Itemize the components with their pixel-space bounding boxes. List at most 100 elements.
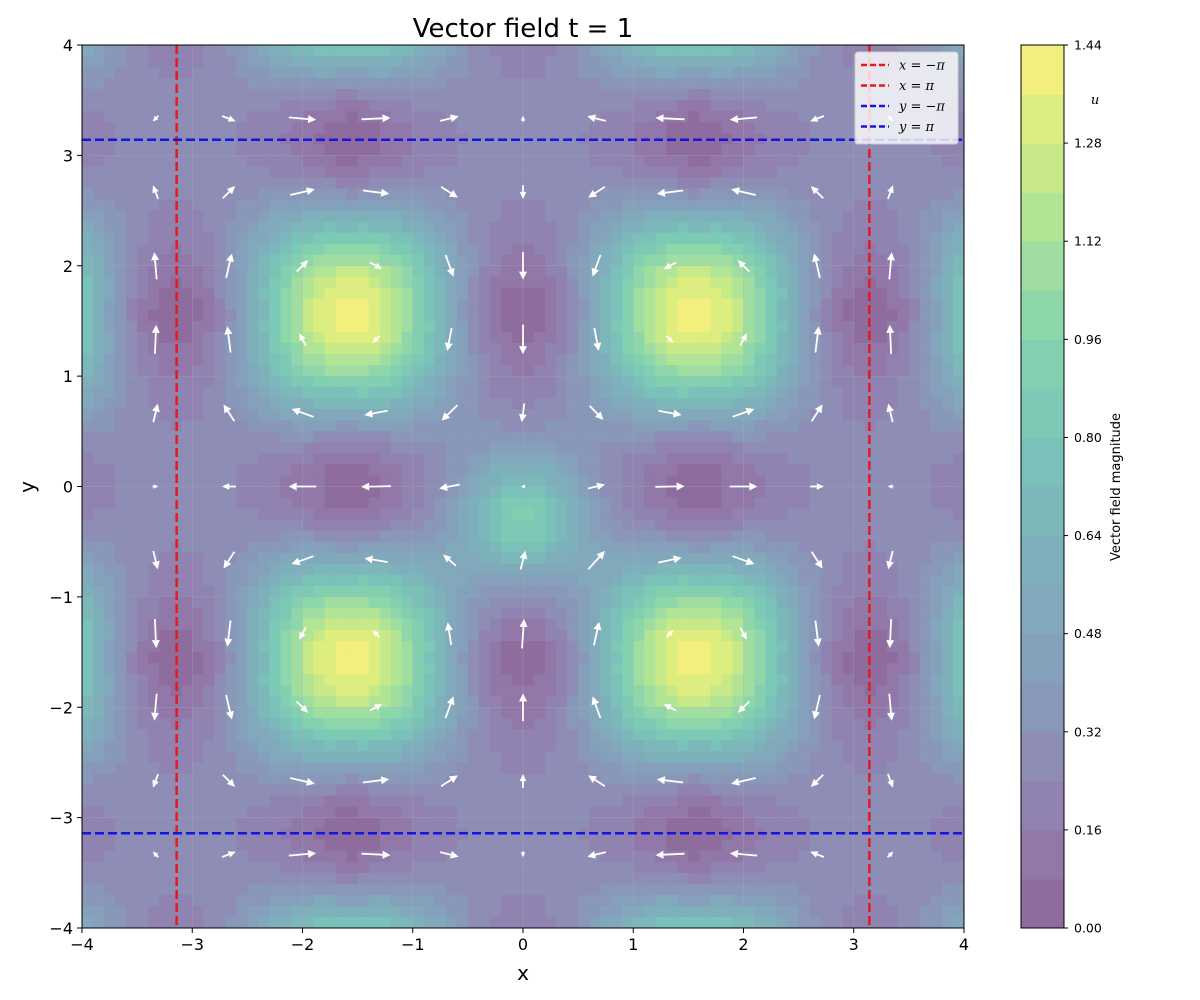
heat-cell [357, 751, 370, 764]
heat-cell [545, 221, 557, 234]
heat-cell [324, 199, 337, 212]
heat-cell [357, 729, 370, 741]
heat-cell [456, 806, 469, 819]
heat-cell [379, 674, 392, 686]
heat-cell [368, 850, 381, 863]
heat-cell [644, 155, 656, 168]
heat-cell [567, 376, 579, 388]
heat-cell [589, 817, 601, 830]
heat-cell [445, 607, 458, 620]
heat-cell [269, 861, 282, 874]
heat-cell [313, 729, 326, 741]
heat-cell [523, 398, 535, 410]
heat-cell [423, 916, 436, 928]
heat-cell [115, 729, 127, 741]
heat-cell [489, 883, 502, 896]
heat-cell [633, 155, 645, 168]
heat-cell [368, 45, 381, 57]
heat-cell [754, 45, 767, 57]
heat-cell [467, 56, 480, 68]
heat-cell [335, 508, 348, 521]
heat-cell [181, 729, 193, 741]
heat-cell [379, 795, 392, 808]
heat-cell [655, 563, 667, 576]
heat-cell [236, 387, 248, 399]
heat-cell [104, 265, 116, 278]
heat-cell [280, 762, 293, 775]
heat-cell [556, 773, 568, 786]
heat-cell [280, 718, 293, 730]
heat-cell [633, 133, 645, 145]
heat-cell [269, 817, 282, 830]
heat-cell [346, 883, 359, 896]
heat-cell [390, 365, 403, 377]
heat-cell [357, 696, 370, 708]
heat-cell [181, 320, 193, 333]
heat-cell [137, 144, 149, 156]
heat-cell [677, 144, 689, 156]
heat-cell [247, 453, 260, 466]
heat-cell [126, 398, 138, 410]
heat-cell [600, 839, 612, 852]
heat-cell [346, 519, 359, 532]
heat-cell [170, 89, 182, 101]
heat-cell [743, 155, 756, 168]
heat-cell [214, 861, 226, 874]
heat-cell [467, 287, 480, 300]
heat-cell [93, 574, 105, 587]
heat-cell [644, 188, 656, 201]
heat-cell [181, 188, 193, 201]
heat-cell [567, 45, 579, 57]
heat-cell [467, 905, 480, 918]
heat-cell [589, 663, 601, 675]
heat-cell [633, 508, 645, 521]
heat-cell [644, 254, 656, 267]
heat-cell [247, 287, 260, 300]
heat-cell [302, 464, 315, 477]
heat-cell [291, 221, 304, 234]
heat-cell [699, 839, 712, 852]
heat-cell [434, 629, 447, 642]
heat-cell [699, 133, 712, 145]
heat-cell [710, 762, 723, 775]
heat-cell [445, 530, 458, 543]
heat-cell [236, 442, 248, 454]
heat-cell [655, 508, 667, 521]
heat-cell [390, 111, 403, 123]
heat-cell [159, 519, 171, 532]
heat-cell [556, 641, 568, 653]
heat-cell [434, 872, 447, 885]
heat-cell [622, 530, 634, 543]
heat-cell [589, 354, 601, 366]
heat-cell [600, 486, 612, 499]
heat-cell [115, 343, 127, 355]
heat-cell [644, 111, 656, 123]
heat-cell [412, 839, 425, 852]
heat-cell [379, 596, 392, 609]
heat-cell [633, 265, 645, 278]
heat-cell [137, 265, 149, 278]
heat-cell [699, 652, 712, 664]
heat-cell [467, 585, 480, 598]
heat-cell [159, 585, 171, 598]
heat-cell [489, 828, 502, 841]
heat-cell [390, 442, 403, 454]
heat-cell [567, 563, 579, 576]
heat-cell [192, 420, 204, 432]
heat-cell [478, 497, 491, 510]
heat-cell [666, 276, 678, 289]
heat-cell [225, 751, 237, 764]
heat-cell [401, 398, 414, 410]
heat-cell [258, 508, 271, 521]
heat-cell [93, 718, 105, 730]
heat-cell [269, 552, 282, 565]
heat-cell [137, 464, 149, 477]
heat-cell [567, 431, 579, 443]
heat-cell [104, 850, 116, 863]
heat-cell [115, 210, 127, 223]
heat-cell [589, 420, 601, 432]
heat-cell [324, 453, 337, 466]
heat-cell [192, 144, 204, 156]
heat-cell [732, 210, 745, 223]
heat-cell [291, 67, 304, 79]
